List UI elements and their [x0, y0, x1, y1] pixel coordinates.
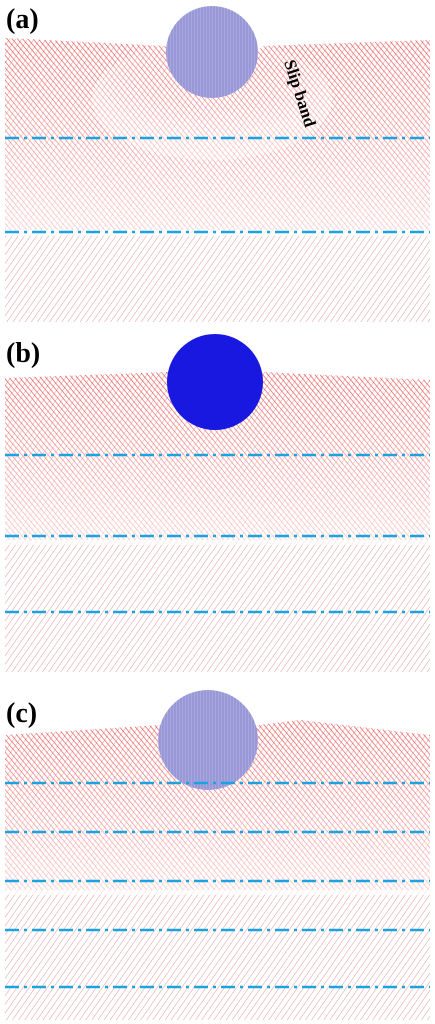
- panel-label: (b): [6, 338, 40, 369]
- panel-label: (c): [6, 698, 37, 729]
- panel-label: (a): [6, 4, 39, 35]
- panel-c: (c): [5, 690, 430, 1020]
- indenter-texture: [166, 6, 258, 98]
- indenter-texture: [158, 690, 258, 790]
- indenter: [167, 334, 263, 430]
- panel-a: (a) Slip band: [5, 4, 430, 322]
- glow: [92, 40, 332, 160]
- panel-b: (b): [5, 334, 430, 672]
